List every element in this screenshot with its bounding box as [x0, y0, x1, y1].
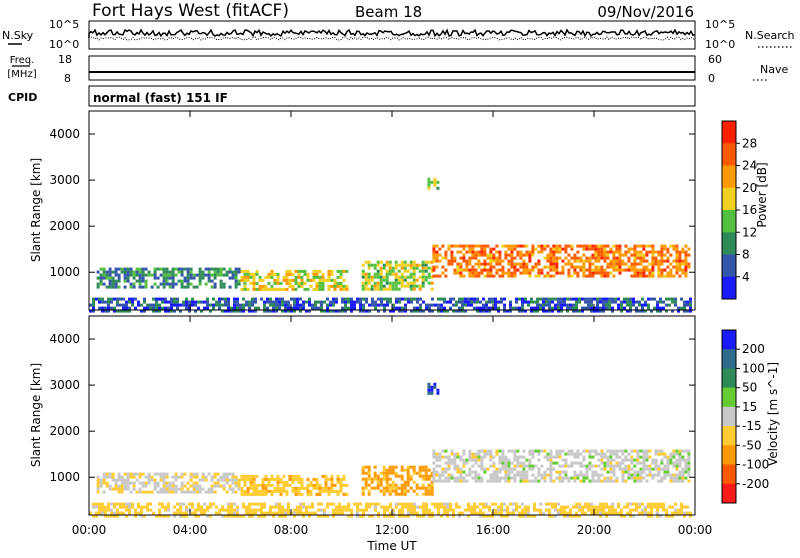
y-tick-label: 1000: [49, 265, 80, 279]
echo-region-2: [240, 474, 349, 496]
colorbar-swatch: [722, 232, 736, 255]
x-tick-label: 00:00: [678, 523, 713, 537]
velocity-panel: 1000 2000 3000 4000 Slant Range [km] 200 100…: [29, 111, 780, 553]
nsky-trace: [88, 28, 696, 41]
y-tick-label: 3000: [49, 378, 80, 392]
power-panel: 1000 2000 3000 4000 Slant Range [km] 4 8 12 16…: [29, 110, 769, 313]
colorbar-swatch: [722, 330, 736, 350]
y-tick-label: 2000: [49, 219, 80, 233]
colorbar-swatch: [722, 349, 736, 369]
cpid-strip: CPID normal (fast) 151 IF: [8, 85, 696, 107]
colorbar-tick-label: 100: [742, 361, 765, 375]
colorbar-tick-label: 24: [742, 159, 757, 173]
velocity-colorbar-label: Velocity [m s^-1]: [766, 362, 780, 466]
x-axis-label: Time UT: [366, 539, 417, 553]
colorbar-swatch: [722, 387, 736, 408]
y-tick-label: 4000: [49, 332, 80, 346]
nsky-strip: N.Sky 10^5 10^0 10^5 10^0 N.Search: [2, 18, 795, 51]
y-tick-label: 2000: [49, 424, 80, 438]
colorbar-swatch: [722, 464, 736, 485]
colorbar-tick-label: 50: [742, 381, 757, 395]
x-tick-label: 08:00: [274, 523, 309, 537]
x-tick-label: 04:00: [173, 523, 208, 537]
freq-tick-top: 18: [58, 53, 72, 66]
x-tick-label: 00:00: [72, 523, 107, 537]
echo-region-4: [432, 244, 691, 278]
colorbar-tick-label: -100: [742, 458, 769, 472]
colorbar-tick-label: -50: [742, 438, 762, 452]
y-tick-label: 4000: [49, 127, 80, 141]
colorbar-swatch: [722, 165, 736, 189]
colorbar-tick-label: -15: [742, 419, 762, 433]
nsky-tick-top: 10^5: [49, 18, 79, 31]
freq-unit: [MHz]: [7, 69, 36, 80]
echo-region-6: [427, 177, 440, 190]
colorbar-tick-label: 8: [742, 248, 750, 262]
station-title: Fort Hays West (fitACF): [92, 1, 289, 21]
beam-label: Beam 18: [355, 3, 422, 21]
colorbar-tick-label: 28: [742, 136, 757, 150]
echo-region-3: [361, 465, 434, 496]
colorbar-tick-label: 200: [742, 342, 765, 356]
echo-region-4: [432, 449, 691, 483]
nsearch-tick-bottom: 10^0: [705, 38, 735, 51]
echo-region-6: [427, 382, 440, 395]
colorbar-tick-label: 15: [742, 400, 757, 414]
colorbar-tick-label: 12: [742, 225, 757, 239]
colorbar-swatch: [722, 121, 736, 144]
echo-region-5: [89, 502, 692, 518]
power-colorbar-label: Power [dB]: [755, 162, 769, 227]
x-tick-label: 12:00: [375, 523, 410, 537]
colorbar-swatch: [722, 210, 736, 233]
x-tick-label: 20:00: [577, 523, 612, 537]
colorbar-swatch: [722, 426, 736, 446]
date-label: 09/Nov/2016: [597, 3, 694, 21]
colorbar-tick-label: 16: [742, 203, 757, 217]
nsky-tick-bottom: 10^0: [49, 38, 79, 51]
nave-label: Nave: [760, 63, 788, 76]
nsearch-label: N.Search: [745, 29, 795, 42]
echo-region-3: [361, 260, 434, 291]
colorbar-swatch: [722, 254, 736, 278]
cpid-value: normal (fast) 151 IF: [93, 91, 228, 105]
nave-tick-bottom: 0: [708, 72, 715, 85]
x-tick-label: 16:00: [476, 523, 511, 537]
freq-tick-bottom: 8: [64, 72, 71, 85]
colorbar-tick-label: 20: [742, 181, 757, 195]
colorbar-swatch: [722, 483, 736, 504]
echo-region-5: [89, 297, 692, 313]
power-ylabel: Slant Range [km]: [29, 158, 43, 262]
velocity-ylabel: Slant Range [km]: [29, 363, 43, 467]
colorbar-swatch: [722, 406, 736, 427]
nsky-label: N.Sky: [2, 29, 34, 42]
freq-label: Freq.: [10, 55, 35, 66]
y-tick-label: 1000: [49, 470, 80, 484]
y-tick-label: 3000: [49, 173, 80, 187]
colorbar-swatch: [722, 445, 736, 466]
echo-region-1: [96, 472, 241, 494]
cpid-label: CPID: [8, 91, 37, 104]
echo-region-2: [240, 269, 349, 291]
nave-tick-top: 60: [708, 53, 722, 66]
colorbar-tick-label: 4: [742, 270, 750, 284]
colorbar-swatch: [722, 143, 736, 166]
colorbar-swatch: [722, 187, 736, 211]
colorbar-tick-label: -200: [742, 477, 769, 491]
freq-strip: Freq. [MHz] 18 8 60 0 Nave: [7, 53, 788, 85]
colorbar-swatch: [722, 276, 736, 300]
colorbar-swatch: [722, 368, 736, 389]
nsearch-tick-top: 10^5: [705, 18, 735, 31]
echo-region-1: [96, 267, 241, 289]
